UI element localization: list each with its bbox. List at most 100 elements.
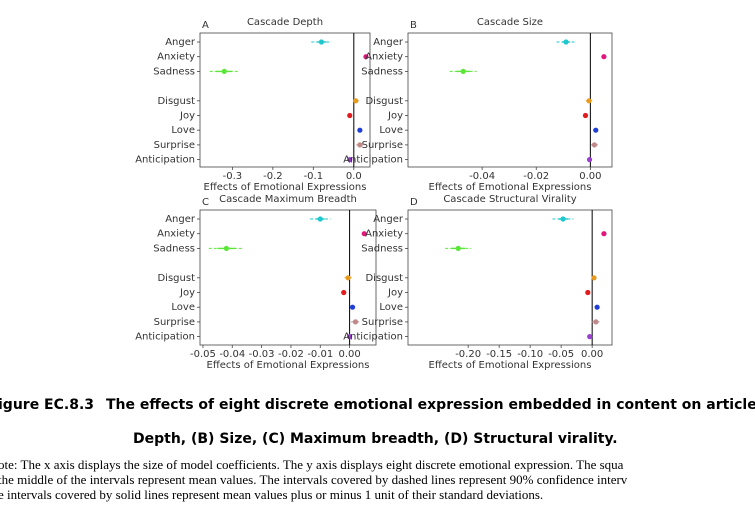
- y-tick-label: Surprise: [362, 317, 403, 328]
- panel-label: A: [202, 20, 209, 31]
- chart-title: Cascade Maximum Breadth: [219, 194, 357, 205]
- point: [349, 304, 356, 310]
- note-line: e intervals covered by solid lines repre…: [0, 487, 543, 502]
- point: [357, 142, 363, 148]
- x-tick-label: -0.05: [548, 349, 574, 360]
- y-tick-label: Anxiety: [365, 52, 403, 63]
- point: [347, 157, 353, 163]
- figure-number: igure EC.8.3: [0, 397, 94, 413]
- y-tick-label: Anger: [373, 214, 404, 225]
- point: [594, 304, 600, 310]
- y-tick-label: Anticipation: [343, 332, 403, 343]
- x-tick-label: -0.1: [304, 171, 324, 182]
- x-tick-label: -0.04: [469, 171, 495, 182]
- point: [357, 127, 363, 133]
- x-tick-label: 0.00: [338, 349, 360, 360]
- point: [593, 319, 599, 325]
- point: [352, 319, 359, 325]
- panel-label: B: [410, 20, 417, 31]
- panel-label: C: [202, 197, 209, 208]
- y-tick-label: Anticipation: [135, 155, 195, 166]
- point: [591, 275, 597, 281]
- plot-frame: [199, 32, 371, 168]
- point: [460, 68, 466, 74]
- y-tick-label: Sadness: [361, 66, 403, 77]
- y-tick-label: Disgust: [157, 96, 195, 107]
- y-tick-label: Anger: [373, 37, 404, 48]
- y-tick-label: Sadness: [153, 243, 195, 254]
- plot-frame: [407, 32, 613, 168]
- point: [345, 275, 351, 281]
- point: [560, 216, 566, 222]
- y-tick-label: Disgust: [365, 273, 403, 284]
- x-tick-label: -0.04: [219, 349, 245, 360]
- y-tick-label: Surprise: [154, 317, 195, 328]
- point: [221, 68, 227, 74]
- y-tick-label: Anxiety: [157, 52, 195, 63]
- point: [318, 39, 325, 45]
- y-tick-label: Anticipation: [135, 332, 195, 343]
- y-tick-label: Joy: [387, 111, 403, 122]
- y-tick-label: Joy: [387, 288, 403, 299]
- y-tick-label: Love: [379, 125, 403, 136]
- point: [582, 112, 589, 119]
- y-tick-label: Sadness: [361, 243, 403, 254]
- y-tick-label: Love: [379, 302, 403, 313]
- y-tick-label: Joy: [179, 288, 195, 299]
- x-tick-label: -0.03: [249, 349, 275, 360]
- x-tick-label: -0.3: [223, 171, 243, 182]
- chart-title: Cascade Depth: [247, 17, 323, 28]
- point: [585, 289, 591, 296]
- y-tick-label: Love: [171, 125, 195, 136]
- point: [591, 142, 598, 148]
- y-tick-label: Surprise: [154, 140, 195, 151]
- chart-title: Cascade Size: [477, 17, 543, 28]
- figure-title: Depth, (B) Size, (C) Maximum breadth, (D…: [133, 431, 618, 447]
- y-tick-label: Joy: [179, 111, 195, 122]
- x-axis-label: Effects of Emotional Expressions: [207, 360, 370, 371]
- point: [593, 127, 599, 133]
- y-tick-label: Anger: [165, 214, 196, 225]
- x-tick-label: -0.02: [523, 171, 549, 182]
- point: [563, 39, 569, 45]
- point: [353, 98, 359, 104]
- y-tick-label: Anxiety: [365, 229, 403, 240]
- point: [317, 216, 323, 222]
- x-tick-label: 0.0: [346, 171, 362, 182]
- y-tick-label: Anticipation: [343, 155, 403, 166]
- point: [601, 231, 607, 237]
- x-tick-label: -0.10: [517, 349, 543, 360]
- y-tick-label: Sadness: [153, 66, 195, 77]
- y-tick-label: Love: [171, 302, 195, 313]
- note-line: ote: The x axis displays the size of mod…: [0, 457, 624, 472]
- point: [586, 157, 593, 163]
- point: [347, 334, 353, 340]
- figure-title: The effects of eight discrete emotional …: [106, 397, 755, 413]
- chart-title: Cascade Structural Virality: [443, 194, 576, 205]
- point: [587, 334, 593, 340]
- point: [223, 245, 229, 251]
- x-tick-label: 0.00: [579, 171, 601, 182]
- x-tick-label: 0.00: [581, 349, 603, 360]
- x-tick-label: -0.20: [455, 349, 481, 360]
- x-axis-label: Effects of Emotional Expressions: [429, 360, 592, 371]
- x-axis-label: Effects of Emotional Expressions: [429, 182, 592, 193]
- y-tick-label: Surprise: [362, 140, 403, 151]
- point: [586, 98, 592, 104]
- y-tick-label: Disgust: [157, 273, 195, 284]
- x-tick-label: -0.2: [263, 171, 283, 182]
- y-tick-label: Anger: [165, 37, 196, 48]
- point: [347, 112, 353, 119]
- y-tick-label: Anxiety: [157, 229, 195, 240]
- x-tick-label: -0.15: [486, 349, 512, 360]
- x-tick-label: -0.01: [307, 349, 333, 360]
- panel-label: D: [410, 197, 418, 208]
- point: [601, 54, 607, 60]
- point: [455, 245, 461, 251]
- plot-frame: [407, 209, 613, 346]
- x-tick-label: -0.05: [190, 349, 216, 360]
- point: [361, 231, 367, 237]
- y-tick-label: Disgust: [365, 96, 403, 107]
- note-line: the middle of the intervals represent me…: [0, 472, 628, 487]
